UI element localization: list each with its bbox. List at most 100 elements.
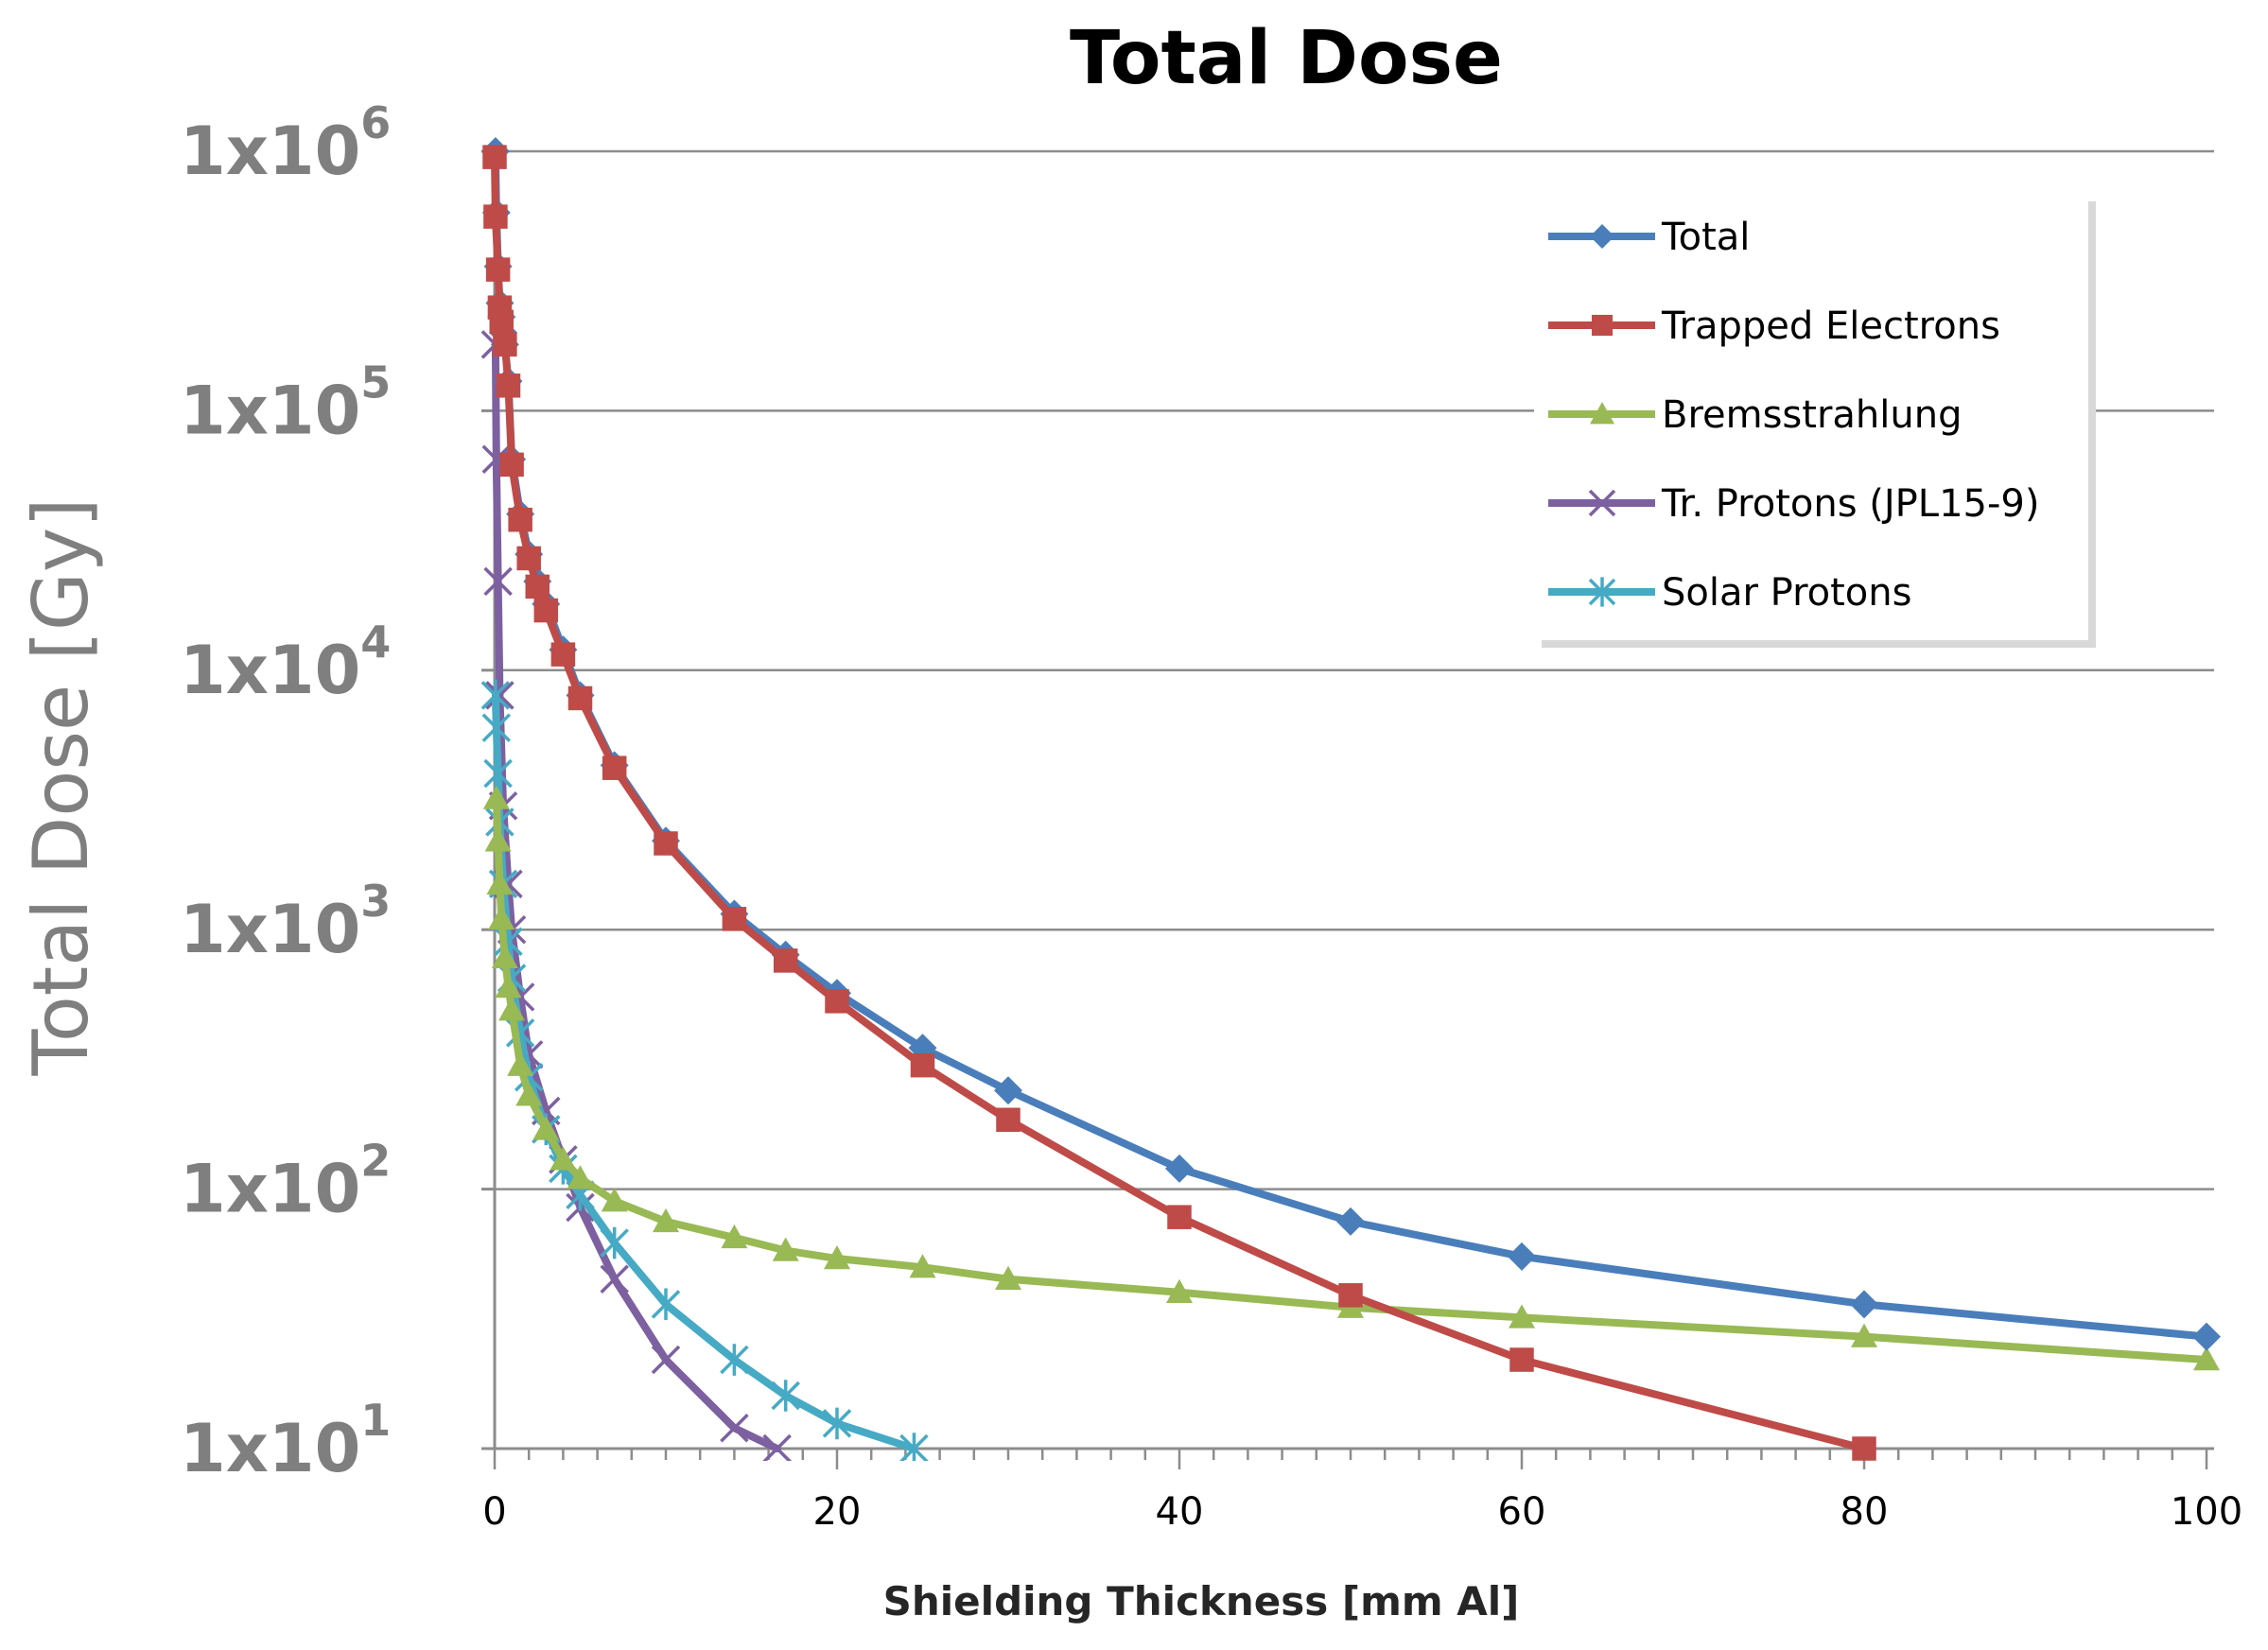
- data-point-marker: [1852, 1436, 1876, 1461]
- y-tick-exponent: 4: [360, 617, 391, 668]
- x-tick-label: 0: [482, 1490, 506, 1534]
- data-point-marker: [489, 309, 514, 335]
- chart-title: Total Dose: [1070, 16, 1503, 101]
- data-point-marker: [1588, 489, 1616, 517]
- data-point-marker: [482, 145, 507, 169]
- y-tick-base: 1x10: [180, 113, 360, 190]
- data-point-marker: [899, 1433, 929, 1461]
- legend-label: Total: [1661, 216, 1750, 259]
- data-point-marker: [1590, 402, 1614, 425]
- y-tick-label: 1x105: [180, 356, 391, 449]
- data-point-marker: [483, 204, 508, 229]
- data-point-marker: [1508, 1242, 1536, 1271]
- data-point-marker: [773, 948, 798, 973]
- data-point-marker: [2192, 1322, 2221, 1351]
- legend-item: Solar Protons: [1548, 571, 1911, 615]
- y-tick-base: 1x10: [180, 1410, 360, 1487]
- x-axis-label: Shielding Thickness [mm Al]: [883, 1578, 1520, 1624]
- x-tick-label: 100: [2171, 1490, 2242, 1534]
- y-tick-base: 1x10: [180, 1151, 360, 1228]
- data-point-marker: [1851, 1323, 1877, 1347]
- y-tick-label: 1x101: [180, 1395, 391, 1487]
- data-point-marker: [1509, 1304, 1535, 1329]
- y-tick-base: 1x10: [180, 372, 360, 449]
- x-tick-label: 20: [813, 1490, 862, 1534]
- legend-label: Tr. Protons (JPL15-9): [1661, 482, 2039, 526]
- data-point-marker: [720, 1344, 749, 1376]
- y-tick-label: 1x103: [180, 876, 391, 968]
- data-point-marker: [762, 1433, 792, 1461]
- data-point-marker: [722, 907, 747, 931]
- data-point-marker: [516, 546, 541, 571]
- data-point-marker: [488, 905, 515, 930]
- y-tick-exponent: 6: [360, 97, 391, 148]
- y-tick-base: 1x10: [180, 891, 360, 968]
- data-point-marker: [507, 1051, 534, 1076]
- data-point-marker: [550, 1146, 577, 1171]
- data-point-marker: [772, 1237, 799, 1261]
- legend-label: Solar Protons: [1662, 571, 1911, 615]
- legend-item: Bremsstrahlung: [1548, 393, 1962, 437]
- y-axis-label: Total Dose [Gy]: [17, 498, 105, 1077]
- data-point-marker: [567, 686, 593, 711]
- data-point-marker: [1166, 1278, 1193, 1303]
- data-point-marker: [533, 598, 559, 623]
- legend-label: Bremsstrahlung: [1662, 393, 1962, 437]
- series-group: [480, 137, 2221, 1461]
- data-point-marker: [651, 1345, 681, 1375]
- data-point-marker: [994, 1076, 1022, 1105]
- data-point-marker: [499, 452, 524, 478]
- data-point-marker: [491, 944, 518, 969]
- data-point-marker: [482, 785, 510, 809]
- data-point-marker: [601, 1188, 628, 1212]
- data-point-marker: [483, 566, 513, 597]
- series-bremsstrahlung: [482, 785, 2220, 1371]
- data-point-marker: [602, 756, 627, 780]
- data-point-marker: [486, 870, 514, 895]
- data-point-marker: [1167, 1205, 1192, 1229]
- x-tick-labels: 0 20 40 60 80 100: [482, 1490, 2242, 1534]
- data-point-marker: [550, 642, 576, 667]
- data-point-marker: [600, 1226, 629, 1259]
- plot-area: [480, 137, 2221, 1461]
- x-tick-label: 80: [1841, 1490, 1889, 1534]
- data-point-marker: [654, 831, 678, 856]
- legend-item: Total: [1548, 216, 1750, 259]
- data-point-marker: [481, 711, 512, 744]
- data-point-marker: [910, 1052, 935, 1078]
- y-tick-exponent: 3: [360, 876, 391, 927]
- y-tick-exponent: 5: [360, 356, 391, 408]
- data-point-marker: [496, 373, 521, 398]
- data-point-marker: [532, 1116, 560, 1140]
- series-line: [491, 340, 781, 1452]
- data-point-marker: [1850, 1290, 1878, 1319]
- data-point-marker: [567, 1165, 594, 1190]
- data-point-marker: [498, 997, 526, 1021]
- legend-label: Trapped Electrons: [1661, 304, 2000, 348]
- data-point-marker: [600, 1264, 629, 1294]
- data-point-marker: [485, 257, 511, 282]
- legend-item: Trapped Electrons: [1548, 304, 2000, 348]
- data-point-marker: [909, 1254, 936, 1278]
- data-point-marker: [1165, 1154, 1194, 1183]
- legend-item: Tr. Protons (JPL15-9): [1548, 482, 2039, 526]
- data-point-marker: [995, 1265, 1021, 1290]
- legend: Total Trapped Electrons Bremsstrahlung Tr. …: [1534, 194, 2096, 648]
- data-point-marker: [721, 1224, 748, 1249]
- data-point-marker: [525, 574, 550, 599]
- data-point-marker: [483, 757, 513, 790]
- y-tick-exponent: 2: [360, 1136, 391, 1187]
- data-point-marker: [771, 1380, 800, 1412]
- data-point-marker: [824, 1245, 850, 1270]
- y-tick-base: 1x10: [180, 632, 360, 709]
- data-point-marker: [720, 1414, 749, 1443]
- y-tick-label: 1x104: [180, 617, 391, 709]
- data-point-marker: [2193, 1346, 2220, 1371]
- data-point-marker: [495, 974, 522, 999]
- data-point-marker: [825, 989, 849, 1014]
- data-point-marker: [651, 1288, 681, 1321]
- data-point-marker: [485, 681, 515, 710]
- y-tick-label: 1x102: [180, 1136, 391, 1228]
